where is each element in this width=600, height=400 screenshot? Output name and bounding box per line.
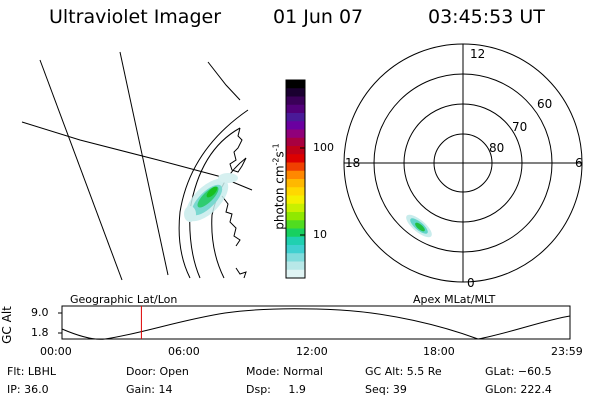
left-panel-caption: Geographic Lat/Lon (70, 293, 178, 306)
right-panel-caption: Apex MLat/MLT (413, 293, 496, 306)
timeline-xtick: 12:00 (296, 345, 328, 358)
map-latitude-circle (211, 157, 247, 279)
polar-lat-70: 70 (512, 120, 528, 134)
status-dsp: Dsp: 1.9 (246, 383, 306, 396)
timeline-ylabel-wrap: GC Alt (0, 305, 14, 345)
polar-lat-60: 60 (537, 97, 553, 111)
colorbar-cell (286, 113, 305, 122)
colorbar-cell (286, 236, 305, 246)
polar-mlt-18: 18 (345, 156, 361, 170)
status-ip: IP: 36.0 (7, 383, 49, 396)
status-glon: GLon: 222.4 (485, 383, 552, 396)
altitude-curve (61, 308, 571, 340)
colorbar-cell (286, 96, 305, 106)
timeline-xtick: 06:00 (168, 345, 200, 358)
map-latitude-line (207, 61, 241, 101)
timeline-ylabel: GC Alt (0, 306, 14, 344)
status-glat: GLat: −60.5 (485, 365, 552, 378)
colorbar-cell (286, 121, 305, 131)
colorbar-cell (286, 137, 305, 147)
status-gain: Gain: 14 (126, 383, 173, 396)
timeline-xtick: 00:00 (40, 345, 72, 358)
colorbar-tick-10: 10 (313, 228, 327, 241)
status-mode: Mode: Normal (246, 365, 323, 378)
colorbar-tick-100: 100 (313, 141, 334, 154)
status-gc-alt: GC Alt: 5.5 Re (365, 365, 442, 378)
colorbar-cell (286, 245, 305, 254)
instrument-title: Ultraviolet Imager (49, 6, 222, 28)
coastline (229, 127, 247, 173)
timeline-xtick: 18:00 (423, 345, 455, 358)
date-label: 01 Jun 07 (273, 6, 364, 28)
colorbar-cell (286, 162, 305, 172)
polar-mlt-12: 12 (470, 47, 486, 61)
timeline-ytick-low: 1.8 (31, 326, 49, 339)
status-seq: Seq: 39 (365, 383, 407, 396)
polar-mlt-6: 6 (575, 156, 583, 170)
colorbar-cell (286, 269, 305, 279)
colorbar-cell (286, 261, 305, 271)
polar-lat-80: 80 (489, 141, 505, 155)
timeline-ytick-high: 9.0 (31, 306, 49, 319)
colorbar-cell (286, 212, 305, 221)
status-filter: Flt: LBHL (7, 365, 56, 378)
colorbar-cell (286, 220, 305, 230)
colorbar-cell (286, 104, 305, 114)
colorbar-cell (286, 253, 305, 263)
colorbar-cell (286, 129, 305, 139)
colorbar-cell (286, 154, 305, 164)
colorbar-cell (286, 146, 305, 155)
map-meridian (39, 59, 123, 281)
colorbar-cell (286, 80, 305, 89)
colorbar-cell (286, 88, 305, 98)
colorbar-cell (286, 228, 305, 238)
aurora-emission-polar (406, 214, 432, 238)
colorbar-cell (286, 203, 305, 213)
map-meridian (119, 51, 169, 276)
timeline-xtick: 23:59 (551, 345, 583, 358)
status-door: Door: Open (126, 365, 189, 378)
colorbar-cell (286, 170, 305, 180)
colorbar-cell (286, 187, 305, 197)
colorbar-cell (286, 195, 305, 205)
coastline (235, 267, 247, 279)
aurora-emission-geographic (184, 173, 238, 222)
colorbar-cell (286, 179, 305, 188)
polar-mlt-0: 0 (467, 276, 475, 290)
map-latitude-circle (178, 109, 249, 279)
time-label: 03:45:53 UT (428, 6, 545, 28)
coastline (221, 195, 241, 247)
